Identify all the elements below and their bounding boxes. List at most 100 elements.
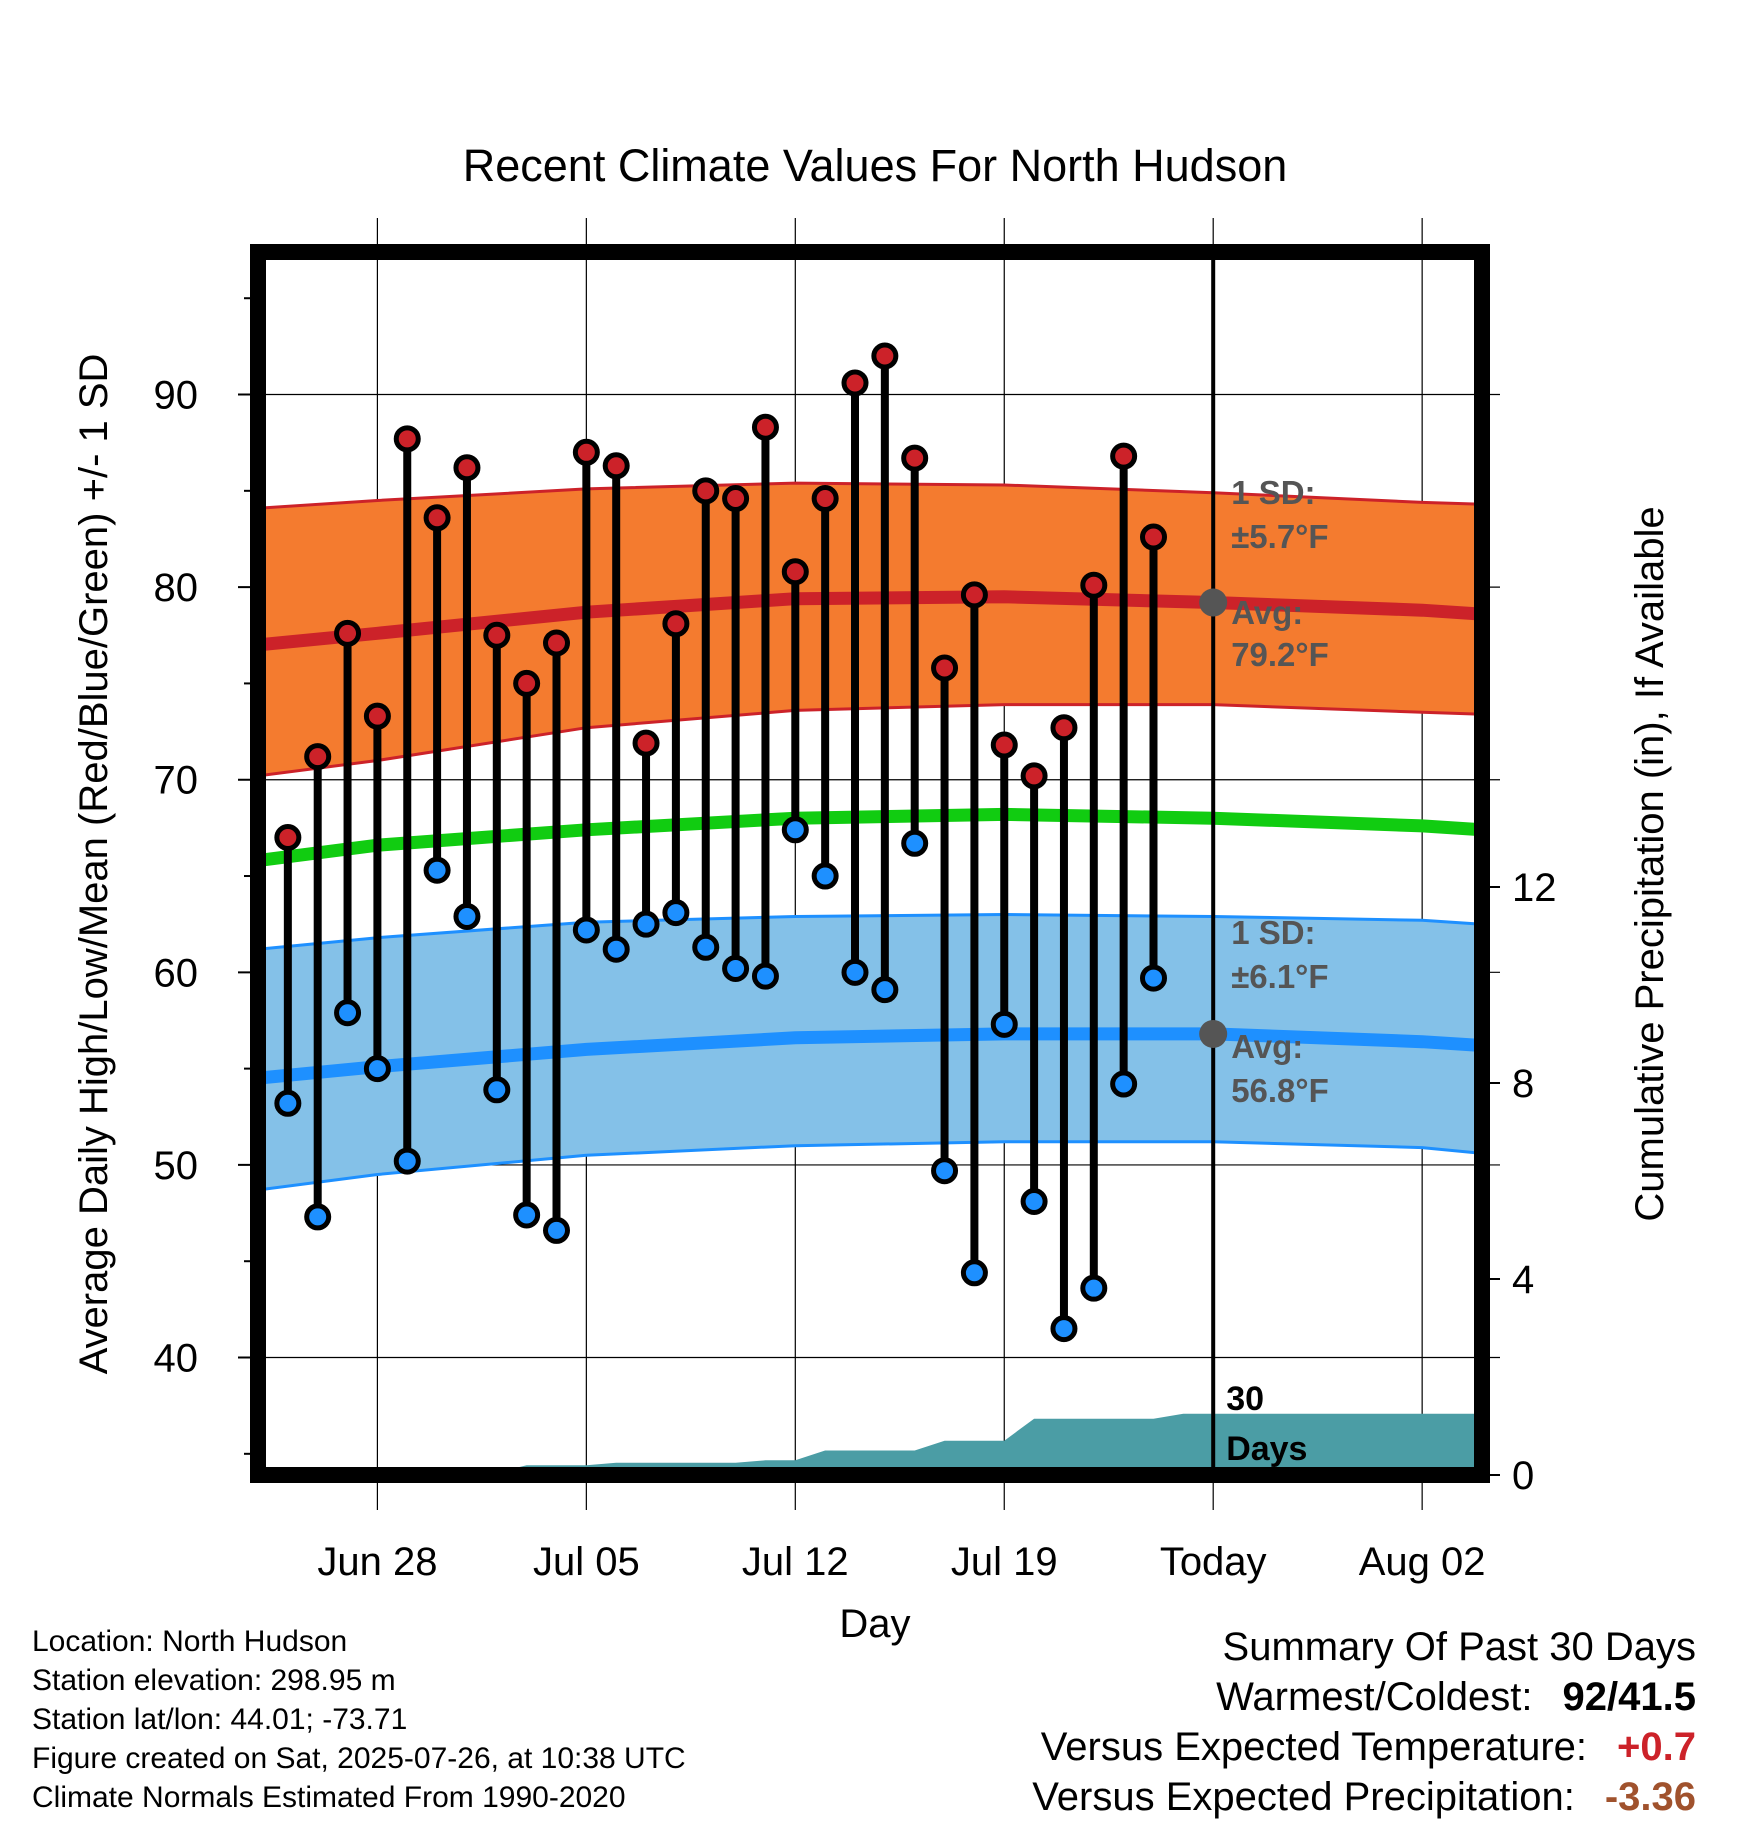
y2-axis-label: Cumulative Precipitation (in), If Availa…: [1628, 506, 1672, 1221]
daily-high-point: [1050, 714, 1078, 742]
high-avg-value: 79.2°F: [1231, 636, 1329, 673]
daily-high-point: [722, 485, 750, 513]
x-axis-label: Day: [839, 1602, 910, 1646]
daily-high-point: [901, 444, 929, 472]
daily-high-point: [543, 629, 570, 657]
daily-low-point: [811, 862, 839, 890]
daily-low-point: [274, 1089, 302, 1117]
daily-high-point: [453, 454, 481, 482]
daily-high-point: [393, 425, 421, 453]
x-tick-label: Jul 05: [533, 1540, 640, 1584]
low-avg-value: 56.8°F: [1231, 1072, 1329, 1109]
high-sd-label: 1 SD:: [1231, 474, 1315, 511]
period-days-unit: Days: [1226, 1430, 1307, 1468]
y-tick-label: 90: [154, 374, 199, 418]
daily-high-point: [751, 413, 779, 441]
precip-diff-value: -3.36: [1604, 1775, 1696, 1819]
plot-frame: [250, 244, 1490, 1483]
y2-tick-label: 8: [1512, 1062, 1534, 1106]
daily-low-point: [722, 954, 750, 982]
daily-high-point: [632, 729, 660, 757]
summary-panel: Summary Of Past 30 Days Warmest/Coldest:…: [1032, 1622, 1696, 1822]
y-tick-label: 80: [154, 566, 199, 610]
daily-high-point: [572, 438, 600, 466]
daily-low-point: [572, 916, 600, 944]
latlon-text: Station lat/lon: 44.01; -73.71: [32, 1703, 408, 1736]
low-sd-label: 1 SD:: [1231, 914, 1315, 951]
daily-low-point: [1140, 964, 1167, 992]
precip-diff-label: Versus Expected Precipitation:: [1032, 1775, 1575, 1819]
daily-low-point: [781, 816, 809, 844]
y2-tick-label: 0: [1512, 1454, 1534, 1498]
daily-high-point: [960, 581, 988, 609]
period-days-number: 30: [1226, 1380, 1264, 1418]
low-sd-value: ±6.1°F: [1231, 958, 1328, 995]
y-tick-label: 60: [154, 951, 199, 995]
y-axis-label: Average Daily High/Low/Mean (Red/Blue/Gr…: [72, 354, 116, 1375]
daily-low-point: [483, 1076, 511, 1104]
daily-low-point: [334, 999, 362, 1027]
normals-text: Climate Normals Estimated From 1990-2020: [32, 1781, 626, 1814]
temp-diff-value: +0.7: [1617, 1725, 1696, 1769]
daily-low-point: [901, 829, 929, 857]
daily-high-point: [931, 654, 959, 682]
daily-low-point: [931, 1157, 959, 1185]
warm-cold-label: Warmest/Coldest:: [1216, 1675, 1533, 1719]
high-avg-label: Avg:: [1231, 594, 1303, 631]
daily-high-point: [990, 731, 1018, 759]
daily-low-point: [453, 902, 481, 930]
daily-high-point: [483, 621, 511, 649]
daily-low-point: [363, 1055, 391, 1083]
y-tick-label: 70: [154, 759, 199, 803]
daily-high-point: [513, 669, 541, 697]
y2-tick-label: 12: [1512, 866, 1557, 910]
daily-high-point: [274, 823, 302, 851]
daily-low-point: [304, 1203, 332, 1231]
high-sd-value: ±5.7°F: [1231, 518, 1328, 555]
daily-high-point: [363, 702, 391, 730]
low-normal-line: [258, 1027, 1482, 1085]
today-high-avg-marker: [1199, 588, 1228, 617]
warm-cold-value: 92/41.5: [1562, 1675, 1696, 1719]
elevation-text: Station elevation: 298.95 m: [32, 1664, 396, 1697]
summary-row-temperature: Versus Expected Temperature: +0.7: [1032, 1722, 1696, 1772]
y-tick-label: 40: [154, 1337, 199, 1381]
daily-high-point: [1020, 762, 1048, 790]
daily-low-point: [871, 976, 899, 1004]
x-tick-label: Jul 12: [742, 1540, 849, 1584]
daily-low-point: [841, 958, 869, 986]
high-normal-line: [258, 590, 1482, 652]
daily-high-point: [692, 477, 720, 505]
today-low-avg-marker: [1199, 1019, 1228, 1048]
daily-high-point: [602, 452, 630, 480]
daily-high-point: [781, 558, 809, 586]
summary-row-precipitation: Versus Expected Precipitation: -3.36: [1032, 1772, 1696, 1822]
x-tick-label: Aug 02: [1359, 1540, 1486, 1584]
daily-low-point: [1020, 1188, 1048, 1216]
y-tick-label: 50: [154, 1144, 199, 1188]
station-info: Location: North Hudson Station elevation…: [32, 1622, 686, 1817]
daily-low-point: [513, 1201, 541, 1229]
daily-low-point: [692, 933, 720, 961]
daily-high-point: [871, 342, 899, 370]
daily-low-point: [960, 1259, 988, 1287]
created-text: Figure created on Sat, 2025-07-26, at 10…: [32, 1742, 686, 1775]
low-avg-label: Avg:: [1231, 1028, 1303, 1065]
x-tick-label: Jul 19: [951, 1540, 1058, 1584]
daily-low-point: [602, 935, 630, 963]
daily-low-point: [1110, 1070, 1138, 1098]
daily-low-point: [1080, 1274, 1108, 1302]
daily-high-point: [841, 369, 869, 397]
y2-tick-label: 4: [1512, 1258, 1534, 1302]
daily-high-point: [334, 619, 362, 647]
daily-high-point: [1140, 523, 1167, 551]
daily-low-point: [393, 1147, 421, 1175]
summary-row-warm-cold: Warmest/Coldest: 92/41.5: [1032, 1672, 1696, 1722]
daily-low-point: [423, 856, 451, 884]
daily-low-point: [1050, 1315, 1078, 1343]
daily-low-point: [990, 1010, 1018, 1038]
plot-series: [258, 481, 1482, 1475]
plot-area: 1 SD: ±5.7°F Avg: 79.2°F 1 SD: ±6.1°F Avg: 56.8…: [72, 218, 1672, 1646]
x-tick-label: Today: [1160, 1540, 1267, 1584]
